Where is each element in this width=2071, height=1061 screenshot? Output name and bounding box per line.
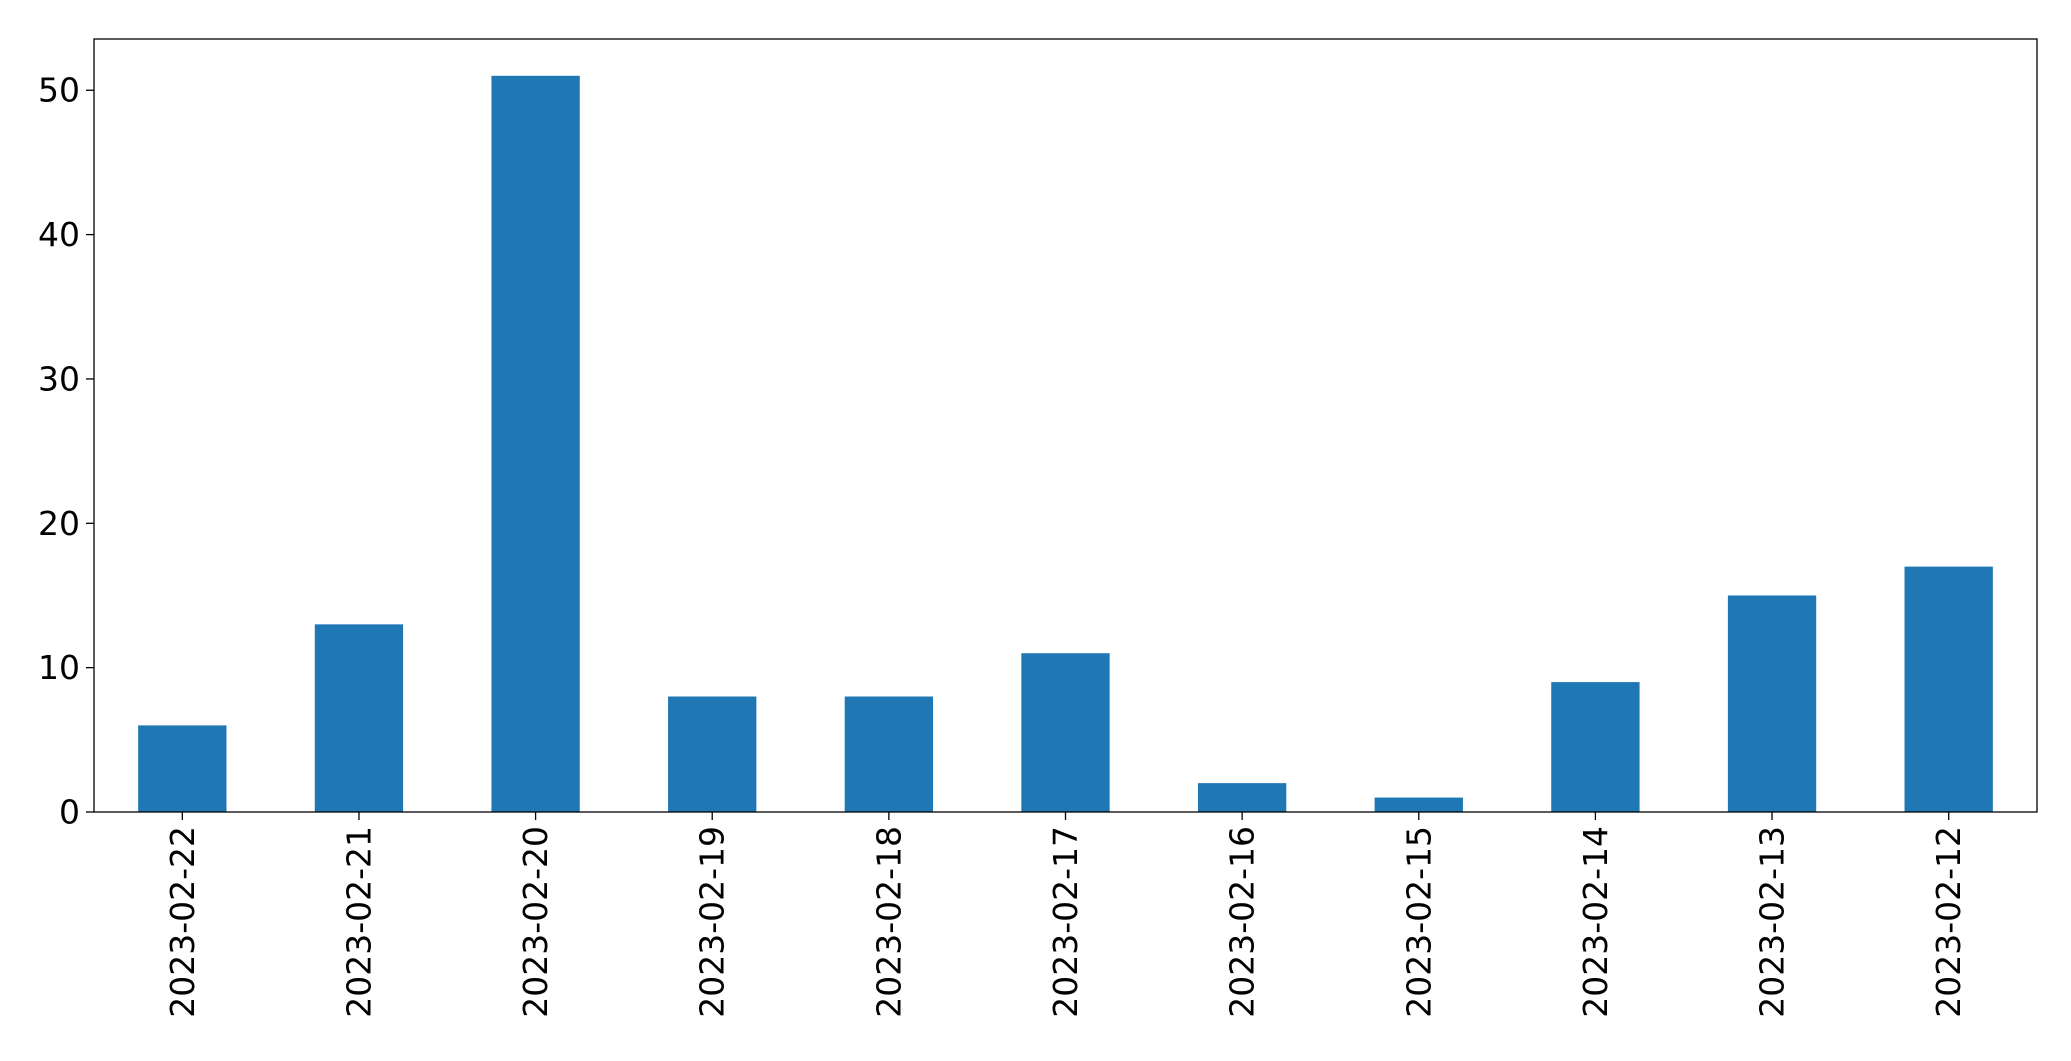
x-tick-label-2023-02-12: 2023-02-12: [1929, 826, 1968, 1018]
bar-2023-02-21: [314, 624, 404, 812]
x-tick-label-2023-02-17: 2023-02-17: [1046, 826, 1085, 1018]
bar-2023-02-13: [1727, 595, 1817, 812]
x-tick-label-2023-02-20: 2023-02-20: [516, 826, 555, 1018]
y-tick-label: 20: [38, 504, 80, 543]
x-tick-label-2023-02-21: 2023-02-21: [339, 826, 378, 1018]
x-tick-label-2023-02-14: 2023-02-14: [1576, 826, 1615, 1018]
x-tick-label-2023-02-22: 2023-02-22: [163, 826, 202, 1018]
y-tick-label: 0: [59, 793, 80, 832]
plot-frame: [93, 38, 2038, 813]
y-axis: 0 10 20 30 40 50: [38, 71, 94, 832]
y-tick-label: 10: [38, 648, 80, 687]
bar-2023-02-12: [1904, 566, 1993, 812]
bar-2023-02-16: [1197, 783, 1287, 812]
bar-2023-02-17: [1021, 653, 1110, 812]
x-tick-label-2023-02-19: 2023-02-19: [693, 826, 732, 1018]
x-tick-label-2023-02-13: 2023-02-13: [1753, 826, 1792, 1018]
x-axis: 2023-02-22 2023-02-21 2023-02-20 2023-02-19…: [163, 812, 1968, 1018]
bar-2023-02-18: [844, 696, 934, 812]
y-tick-label: 40: [38, 215, 80, 254]
bar-2023-02-15: [1374, 797, 1463, 812]
bars-layer: [138, 75, 1993, 813]
x-tick-label-2023-02-15: 2023-02-15: [1399, 826, 1438, 1018]
x-tick-label-2023-02-16: 2023-02-16: [1223, 826, 1262, 1018]
y-tick-label: 50: [38, 71, 80, 110]
bar-2023-02-14: [1551, 682, 1640, 812]
x-tick-label-2023-02-18: 2023-02-18: [869, 826, 908, 1018]
bar-2023-02-22: [138, 725, 227, 812]
bar-2023-02-19: [668, 696, 757, 812]
bar-2023-02-20: [491, 75, 580, 813]
y-tick-label: 30: [38, 359, 80, 398]
